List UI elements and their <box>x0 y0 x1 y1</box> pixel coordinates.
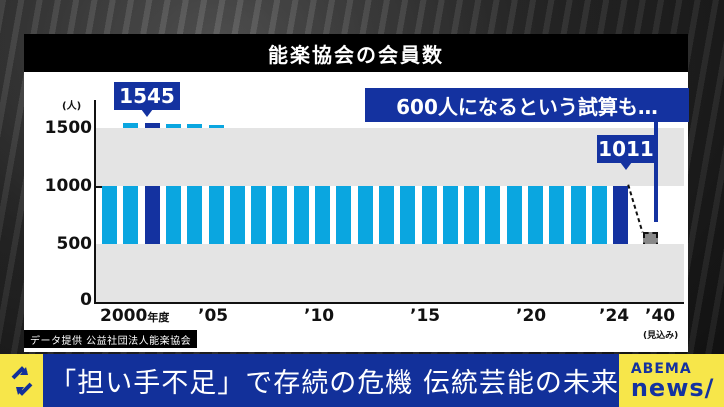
grid-band <box>96 128 684 186</box>
callout-projection: 600人になるという試算も… <box>365 88 689 122</box>
refresh-icon <box>0 354 44 407</box>
x-axis <box>94 302 684 304</box>
data-source: データ提供 公益社団法人能楽協会 <box>24 330 198 348</box>
x-label-15: ’15 <box>410 306 441 326</box>
y-tick-label-0: 0 <box>80 290 92 310</box>
ticker-headline: 「担い手不足」で存続の危機 伝統芸能の未来 <box>43 354 619 407</box>
y-tick-label-1000: 1000 <box>44 176 92 196</box>
x-label-40: ’40 <box>645 306 676 326</box>
chart-panel: 能楽協会の会員数 (人) 1500 1000 500 0 1545 600人にな… <box>24 34 689 352</box>
callout-projection-pointer <box>654 122 658 222</box>
x-label-05: ’05 <box>198 306 229 326</box>
callout-peak: 1545 <box>114 82 180 117</box>
y-axis-unit: (人) <box>62 101 82 112</box>
y-tick-label-1500: 1500 <box>44 118 92 138</box>
news-ticker: 「担い手不足」で存続の危機 伝統芸能の未来 ABEMA news/ <box>0 354 724 407</box>
bar-chart: (人) 1500 1000 500 0 1545 600人になるという試算も… … <box>24 34 689 352</box>
logo-line1: ABEMA <box>630 360 692 377</box>
logo-line2: news/ <box>630 373 715 402</box>
y-tick-label-500: 500 <box>56 234 93 254</box>
x-label-24: ’24 <box>599 306 630 326</box>
y-tick-1000 <box>94 186 102 188</box>
callout-latest-value: 1011 <box>598 137 654 161</box>
abema-news-logo: ABEMA news/ <box>618 354 724 407</box>
chart-title: 能楽協会の会員数 <box>24 34 688 72</box>
x-label-20: ’20 <box>516 306 547 326</box>
grid-band <box>96 244 684 302</box>
callout-projection-text: 600人になるという試算も… <box>396 94 658 119</box>
projection-dashed-line <box>627 184 644 233</box>
callout-latest: 1011 <box>597 135 655 170</box>
x-label-40-note: (見込み) <box>643 331 679 341</box>
x-label-10: ’10 <box>304 306 335 326</box>
y-axis <box>94 100 96 304</box>
callout-peak-value: 1545 <box>119 84 175 108</box>
x-label-2000: 2000年度 <box>100 306 170 326</box>
